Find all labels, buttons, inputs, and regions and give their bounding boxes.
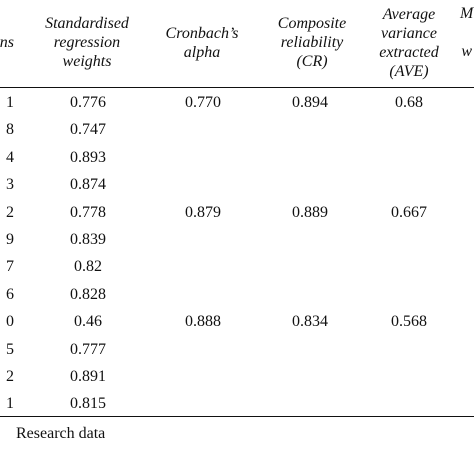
header-standardised-weights: Standardised regression weights xyxy=(45,15,129,70)
header-ave: Average variance extracted (AVE) xyxy=(379,5,439,80)
alpha-cell xyxy=(155,226,251,253)
cr-cell xyxy=(262,281,358,308)
ave-cell: 0.68 xyxy=(395,94,423,111)
weight-cell: 0.776 xyxy=(70,94,106,111)
cr-cell xyxy=(262,390,358,417)
header-items: ns xyxy=(0,34,14,51)
table-row: 1 0.776 0.770 0.894 0.68 xyxy=(0,89,474,116)
weight-cell: 0.46 xyxy=(74,313,102,331)
alpha-cell xyxy=(155,144,251,171)
ave-cell: 0.568 xyxy=(391,313,427,331)
table-row: 4 0.893 xyxy=(0,144,474,171)
item-cell: 2 xyxy=(6,367,14,385)
header-cronbach-alpha: Cronbach’s alpha xyxy=(165,24,239,61)
table-row: 3 0.874 xyxy=(0,171,474,198)
ave-cell xyxy=(361,253,457,280)
item-cell: 4 xyxy=(6,148,14,166)
alpha-cell xyxy=(155,281,251,308)
alpha-cell xyxy=(155,336,251,363)
weight-cell: 0.778 xyxy=(70,203,106,221)
weight-cell: 0.747 xyxy=(70,121,106,139)
cr-cell xyxy=(262,226,358,253)
alpha-cell xyxy=(155,390,251,417)
cr-cell: 0.889 xyxy=(292,203,328,221)
weight-cell: 0.82 xyxy=(74,258,102,276)
table-row: 8 0.747 xyxy=(0,116,474,143)
ave-cell: 0.667 xyxy=(391,203,427,221)
header-msv-partial: M w xyxy=(460,5,474,60)
cr-cell xyxy=(262,336,358,363)
table-row: 1 0.815 xyxy=(0,390,474,417)
table-top-rule xyxy=(0,87,474,88)
ave-cell xyxy=(361,281,457,308)
cr-cell xyxy=(262,144,358,171)
item-cell: 3 xyxy=(6,176,14,194)
item-cell: 6 xyxy=(6,285,14,303)
table-row: 0 0.46 0.888 0.834 0.568 xyxy=(0,308,474,335)
weight-cell: 0.893 xyxy=(70,148,106,166)
ave-cell xyxy=(361,336,457,363)
table-row: 9 0.839 xyxy=(0,226,474,253)
source-note: Research data xyxy=(16,425,106,442)
table-row: 6 0.828 xyxy=(0,281,474,308)
cr-cell xyxy=(262,363,358,390)
table-bottom-rule xyxy=(0,416,474,417)
table-row: 7 0.82 xyxy=(0,253,474,280)
item-cell: 7 xyxy=(6,258,14,276)
weight-cell: 0.839 xyxy=(70,230,106,248)
alpha-cell xyxy=(155,253,251,280)
table-body: 1 0.776 0.770 0.894 0.68 8 0.747 4 0.893 3 0.874 2 0… xyxy=(0,89,474,418)
cr-cell xyxy=(262,171,358,198)
weight-cell: 0.815 xyxy=(70,395,106,413)
table-row: 2 0.778 0.879 0.889 0.667 xyxy=(0,199,474,226)
cr-cell xyxy=(262,116,358,143)
item-cell: 1 xyxy=(6,94,14,111)
item-cell: 0 xyxy=(6,313,14,331)
table-header: ns Standardised regression weights Cronb… xyxy=(0,0,474,85)
weight-cell: 0.891 xyxy=(70,367,106,385)
item-cell: 5 xyxy=(6,340,14,358)
item-cell: 9 xyxy=(6,230,14,248)
item-cell: 1 xyxy=(6,395,14,413)
table-row: 2 0.891 xyxy=(0,363,474,390)
cr-cell: 0.834 xyxy=(292,313,328,331)
ave-cell xyxy=(361,390,457,417)
ave-cell xyxy=(361,116,457,143)
cr-cell xyxy=(262,253,358,280)
alpha-cell: 0.770 xyxy=(185,94,221,111)
alpha-cell: 0.888 xyxy=(185,313,221,331)
alpha-cell xyxy=(155,116,251,143)
ave-cell xyxy=(361,226,457,253)
table-row: 5 0.777 xyxy=(0,336,474,363)
ave-cell xyxy=(361,144,457,171)
item-cell: 2 xyxy=(6,203,14,221)
weight-cell: 0.777 xyxy=(70,340,106,358)
weight-cell: 0.874 xyxy=(70,176,106,194)
alpha-cell: 0.879 xyxy=(185,203,221,221)
header-composite-reliability: Composite reliability (CR) xyxy=(277,15,347,70)
ave-cell xyxy=(361,363,457,390)
weight-cell: 0.828 xyxy=(70,285,106,303)
item-cell: 8 xyxy=(6,121,14,139)
alpha-cell xyxy=(155,363,251,390)
alpha-cell xyxy=(155,171,251,198)
cr-cell: 0.894 xyxy=(292,94,328,111)
ave-cell xyxy=(361,171,457,198)
